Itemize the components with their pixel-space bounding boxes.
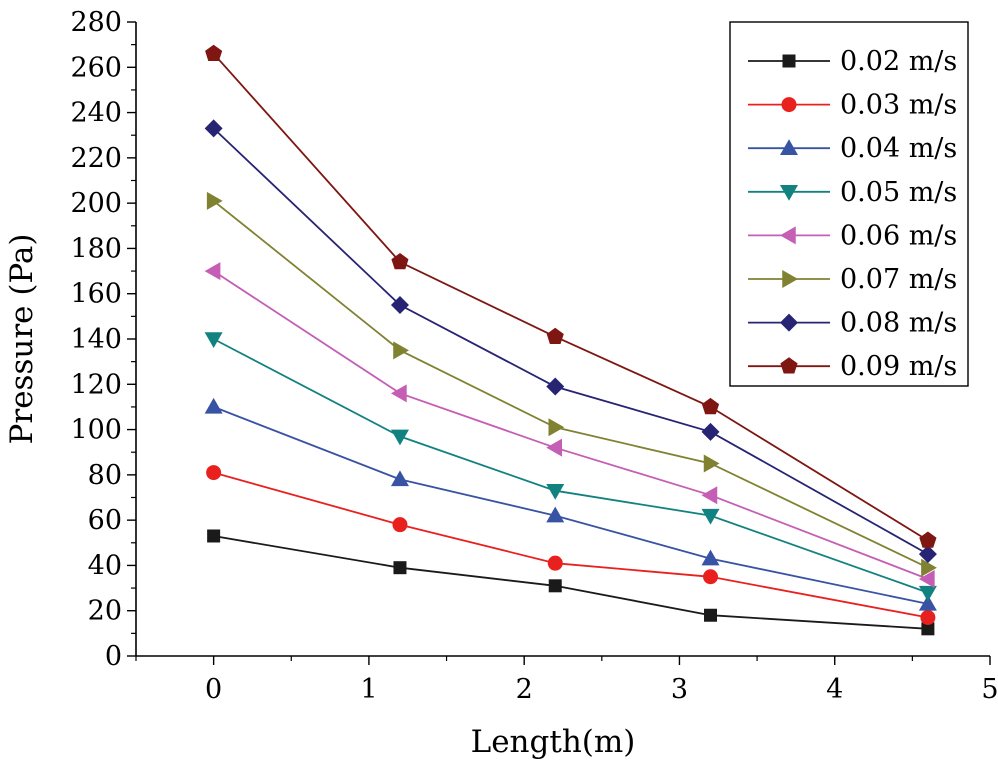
data-point [701, 508, 720, 525]
y-tick-label: 220 [70, 143, 122, 174]
data-point [704, 608, 718, 622]
data-point [701, 486, 718, 505]
data-point [701, 422, 720, 441]
legend-marker [782, 270, 798, 288]
data-point [703, 569, 719, 585]
data-point [393, 341, 409, 360]
data-point [393, 561, 407, 575]
y-tick-label: 80 [88, 460, 122, 491]
legend: 0.02 m/s 0.03 m/s 0.04 m/s 0.05 m/s 0.06 m/s… [729, 21, 969, 387]
x-tick-label: 0 [205, 674, 222, 705]
data-point [918, 545, 937, 564]
series-0-07-m-s [206, 191, 937, 577]
y-tick-label: 140 [70, 324, 122, 355]
axes: 0204060801001201401601802002202402602800… [70, 7, 998, 705]
y-tick-label: 200 [70, 188, 122, 219]
x-tick-label: 3 [671, 674, 688, 705]
series-layer [204, 44, 937, 636]
data-point [547, 555, 563, 571]
data-point [204, 397, 223, 414]
legend-marker [780, 139, 798, 155]
data-point [546, 438, 562, 457]
x-tick-label: 1 [360, 674, 377, 705]
y-tick-label: 100 [70, 415, 122, 446]
legend-label: 0.05 m/s [840, 177, 957, 208]
y-tick-label: 120 [70, 369, 122, 400]
series-0-04-m-s [204, 397, 937, 611]
legend-marker [780, 226, 796, 245]
series-0-06-m-s [204, 262, 935, 589]
data-point [546, 506, 565, 523]
y-axis-title: Pressure (Pa) [4, 234, 40, 445]
legend-label: 0.08 m/s [840, 308, 957, 339]
data-point [390, 470, 409, 487]
x-axis-title: Length(m) [471, 724, 636, 760]
y-tick-label: 40 [88, 550, 122, 581]
data-point [204, 262, 221, 281]
data-point [701, 549, 720, 566]
data-point [920, 610, 936, 626]
legend-marker [780, 185, 798, 201]
data-point [204, 119, 223, 138]
series-0-09-m-s [205, 44, 937, 548]
series-line [213, 406, 929, 605]
legend-label: 0.09 m/s [840, 351, 957, 382]
series-0-02-m-s [207, 529, 935, 636]
data-point [546, 377, 565, 396]
legend-marker [780, 357, 798, 374]
data-point [701, 397, 720, 415]
data-point [390, 429, 409, 446]
data-point [206, 465, 222, 481]
x-tick-label: 5 [981, 674, 998, 705]
y-tick-label: 260 [70, 52, 122, 83]
legend-box [729, 21, 969, 387]
legend-label: 0.06 m/s [840, 220, 957, 251]
x-tick-label: 4 [826, 674, 843, 705]
y-tick-label: 160 [70, 279, 122, 310]
y-tick-label: 20 [88, 596, 122, 627]
legend-marker [782, 54, 796, 68]
y-tick-label: 60 [88, 505, 122, 536]
series-0-03-m-s [206, 465, 936, 626]
data-point [206, 191, 223, 210]
data-point [204, 332, 223, 348]
data-point [546, 327, 564, 344]
series-0-05-m-s [204, 332, 937, 602]
legend-marker [780, 313, 798, 332]
y-tick-label: 280 [70, 7, 122, 38]
data-point [918, 594, 937, 611]
data-point [918, 585, 937, 602]
series-0-08-m-s [204, 119, 937, 564]
x-tick-label: 2 [516, 674, 533, 705]
data-point [391, 253, 409, 270]
data-point [392, 517, 408, 533]
data-point [390, 296, 409, 315]
data-point [548, 579, 562, 593]
data-point [921, 622, 935, 636]
y-tick-label: 180 [70, 233, 122, 264]
data-point [919, 531, 937, 548]
legend-label: 0.07 m/s [840, 264, 957, 295]
data-point [918, 570, 935, 589]
legend-marker [781, 97, 797, 113]
data-point [546, 483, 565, 500]
data-point [390, 384, 407, 403]
data-point [921, 558, 937, 577]
legend-label: 0.04 m/s [840, 133, 957, 164]
data-point [548, 418, 565, 437]
legend-label: 0.03 m/s [840, 90, 957, 121]
legend-label: 0.02 m/s [840, 46, 957, 77]
y-tick-label: 0 [105, 641, 122, 672]
data-point [703, 454, 720, 473]
data-point [205, 44, 223, 61]
data-point [207, 529, 221, 543]
y-tick-label: 240 [70, 98, 122, 129]
